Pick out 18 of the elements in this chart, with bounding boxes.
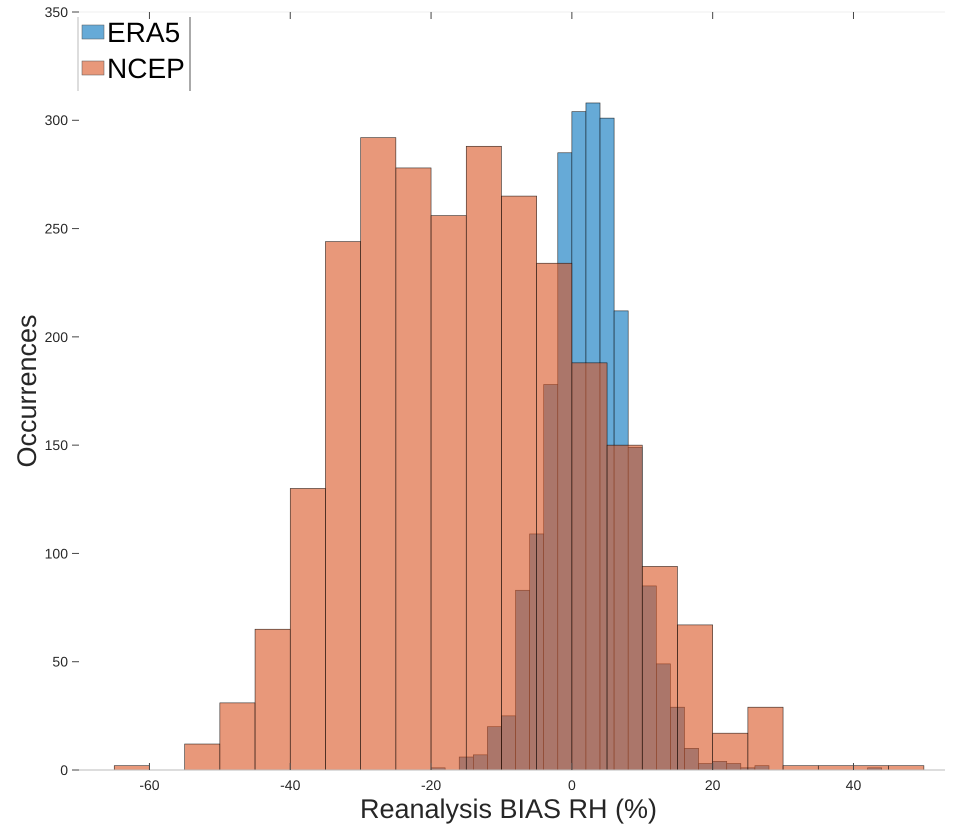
x-tick-label: -20 xyxy=(420,777,442,793)
y-tick-label: 50 xyxy=(52,654,68,670)
y-axis-title: Occurrences xyxy=(12,314,42,468)
y-tick-label: 350 xyxy=(44,4,68,20)
y-tick-label: 150 xyxy=(44,437,68,454)
x-axis-title: Reanalysis BIAS RH (%) xyxy=(360,794,658,824)
x-tick-label: -40 xyxy=(280,777,301,793)
y-tick-label: 250 xyxy=(44,220,68,236)
x-tick-label: 20 xyxy=(704,777,721,793)
y-tick-label: 100 xyxy=(44,545,68,562)
legend-label: NCEP xyxy=(107,53,185,84)
x-tick-label: 0 xyxy=(568,777,576,793)
y-tick-label: 300 xyxy=(44,112,68,128)
y-tick-label: 0 xyxy=(60,762,68,778)
y-tick-label: 200 xyxy=(44,328,68,345)
x-tick-label: -60 xyxy=(139,777,160,793)
legend-label: ERA5 xyxy=(107,17,180,48)
x-tick-label: 40 xyxy=(846,777,862,793)
